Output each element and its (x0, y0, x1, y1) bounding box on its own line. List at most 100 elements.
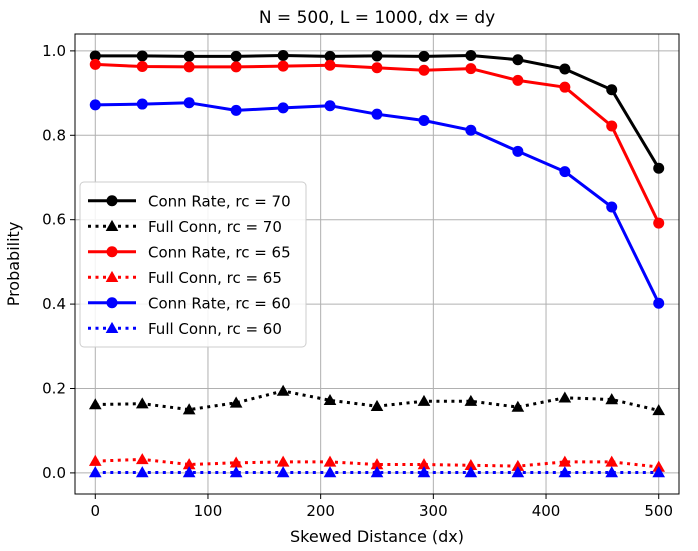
data-point-triangle (276, 384, 290, 396)
data-point (465, 63, 477, 75)
data-point (606, 201, 618, 213)
x-tick-label: 500 (644, 502, 673, 520)
legend-marker-circle (106, 297, 118, 309)
data-point (371, 62, 383, 74)
data-point (606, 84, 618, 96)
legend-marker-triangle (105, 219, 119, 231)
legend-label: Full Conn, rc = 60 (148, 320, 282, 338)
plot-frame (74, 33, 680, 495)
y-tick-label: 0.0 (42, 464, 66, 482)
data-point (136, 50, 148, 62)
grid (75, 34, 679, 494)
legend-marker-triangle (105, 321, 119, 333)
data-point (371, 108, 383, 120)
y-tick-label: 1.0 (42, 42, 66, 60)
axis-ticks: 0 100 200 300 400 500 0.0 0.2 0.4 0.6 0.8 1.0 (42, 42, 673, 520)
data-point (136, 98, 148, 110)
series-5 (89, 97, 665, 309)
x-tick-label: 0 (91, 502, 101, 520)
data-point (324, 100, 336, 112)
data-point (230, 61, 242, 73)
data-point-triangle (652, 404, 666, 416)
data-point (183, 97, 195, 109)
data-point-triangle (605, 455, 619, 467)
data-point-triangle (229, 466, 243, 478)
data-point (230, 50, 242, 62)
y-tick-label: 0.8 (42, 126, 66, 144)
data-point (559, 81, 571, 93)
series-layer (88, 50, 666, 478)
data-point (277, 50, 289, 62)
x-tick-label: 100 (194, 502, 223, 520)
data-point (653, 162, 665, 174)
data-point-triangle (276, 455, 290, 467)
legend-marker-triangle (105, 270, 119, 282)
data-point (418, 115, 430, 127)
data-point (89, 50, 101, 62)
y-tick-label: 0.4 (42, 295, 66, 313)
data-point (136, 60, 148, 72)
data-point (324, 50, 336, 62)
data-point-triangle (370, 399, 384, 411)
data-point (465, 50, 477, 62)
data-point-triangle (511, 459, 525, 471)
data-point-triangle (135, 466, 149, 478)
data-point-triangle (88, 398, 102, 410)
x-axis-label: Skewed Distance (dx) (290, 527, 464, 546)
data-point-triangle (558, 455, 572, 467)
data-point-triangle (558, 466, 572, 478)
data-point (512, 145, 524, 157)
data-point-triangle (135, 453, 149, 465)
data-point (277, 60, 289, 72)
data-point-triangle (229, 396, 243, 408)
data-point-triangle (417, 394, 431, 406)
data-point (324, 59, 336, 71)
data-point-triangle (229, 456, 243, 468)
data-point (512, 74, 524, 86)
data-point-triangle (605, 466, 619, 478)
legend-item: Full Conn, rc = 60 (88, 320, 282, 338)
data-point-triangle (88, 454, 102, 466)
data-point-triangle (182, 458, 196, 470)
data-point-triangle (182, 403, 196, 415)
data-point-triangle (652, 466, 666, 478)
data-point-triangle (323, 393, 337, 406)
y-axis-label: Probability (4, 222, 23, 307)
data-point-triangle (182, 466, 196, 478)
data-point-triangle (135, 397, 149, 409)
data-point (277, 102, 289, 114)
legend-item: Conn Rate, rc = 60 (88, 294, 291, 312)
series-6 (88, 466, 666, 478)
data-point (606, 120, 618, 132)
legend-item: Full Conn, rc = 65 (88, 269, 282, 287)
data-point (465, 124, 477, 136)
data-point (653, 297, 665, 309)
data-point-triangle (417, 458, 431, 470)
data-point-triangle (370, 458, 384, 470)
data-point-triangle (417, 466, 431, 478)
data-point (230, 104, 242, 116)
y-tick-label: 0.6 (42, 211, 66, 229)
data-point-triangle (464, 394, 478, 406)
legend-box (79, 181, 307, 348)
data-point-triangle (511, 400, 525, 412)
x-tick-label: 400 (532, 502, 561, 520)
legend-label: Conn Rate, rc = 70 (148, 192, 291, 210)
legend-label: Full Conn, rc = 70 (148, 218, 282, 236)
legend-marker-circle (106, 195, 118, 207)
legend: Conn Rate, rc = 70 Full Conn, rc = 70 Conn… (79, 181, 307, 348)
legend-marker-circle (106, 246, 118, 258)
x-tick-label: 300 (419, 502, 448, 520)
series-3 (89, 58, 665, 229)
data-point-triangle (558, 391, 572, 403)
data-point-triangle (323, 466, 337, 478)
data-point-triangle (464, 466, 478, 478)
x-tick-label: 200 (306, 502, 335, 520)
data-point-triangle (276, 466, 290, 478)
data-point (559, 166, 571, 178)
legend-label: Full Conn, rc = 65 (148, 269, 282, 287)
series-2 (88, 384, 666, 416)
data-point (418, 50, 430, 62)
legend-item: Conn Rate, rc = 65 (88, 243, 291, 261)
